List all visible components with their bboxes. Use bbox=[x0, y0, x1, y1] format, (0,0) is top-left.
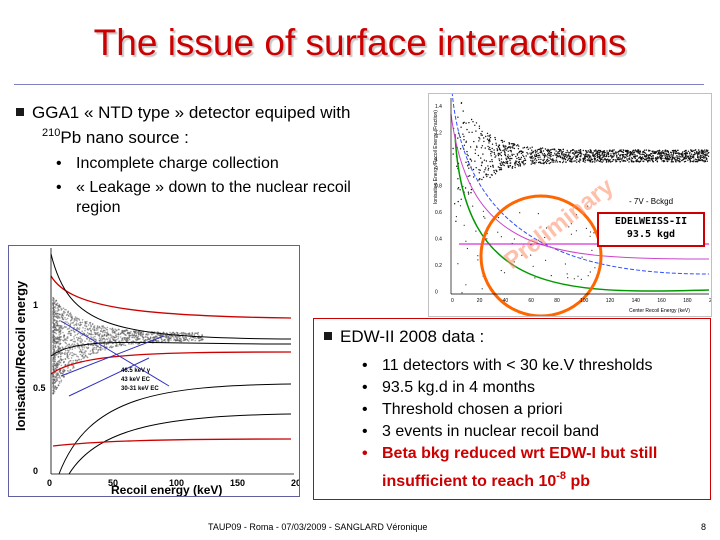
right-plot-xtick: 180 bbox=[683, 298, 692, 304]
edw-heading: EDW-II 2008 data : bbox=[340, 327, 485, 346]
sub-bullet-2-cont: region bbox=[76, 199, 121, 216]
top-bullet-line1: GGA1 « NTD type » detector equiped with bbox=[32, 103, 351, 122]
right-plot-ylabel: Ionisation Energy/Recoil Energy (Fractio… bbox=[433, 110, 439, 204]
left-plot-ytick: 1 bbox=[33, 300, 38, 310]
sub-bullet-2: « Leakage » down to the nuclear recoil bbox=[76, 179, 351, 196]
right-plot-xtick: 140 bbox=[632, 298, 641, 304]
right-plot-xtick: 60 bbox=[528, 298, 534, 304]
list-item: • 11 detectors with < 30 ke.V thresholds bbox=[362, 357, 653, 374]
top-bullet: GGA1 « NTD type » detector equiped with … bbox=[16, 103, 436, 218]
edw-panel: EDW-II 2008 data : • 11 detectors with < … bbox=[313, 318, 711, 500]
right-plot-scatter bbox=[452, 102, 710, 294]
edw-heading-row: EDW-II 2008 data : bbox=[324, 327, 484, 347]
footer-text: TAUP09 - Roma - 07/03/2009 - SANGLARD Vé… bbox=[208, 522, 428, 532]
list-item-highlight: • Beta bkg reduced wrt EDW-I but still ins… bbox=[362, 445, 658, 490]
left-plot-svg: 1 0.5 0 0 50 100 150 200 Ionisation/Recoil ene… bbox=[9, 246, 299, 496]
right-plot-ytick: 0.2 bbox=[435, 263, 442, 269]
left-plot-line-black-2 bbox=[50, 341, 292, 357]
right-plot-xtick: 160 bbox=[657, 298, 666, 304]
edelweiss-box-line1: EDELWEISS-II bbox=[614, 216, 688, 227]
sub-bullet-1: Incomplete charge collection bbox=[76, 155, 279, 172]
left-plot-blue-2 bbox=[60, 335, 165, 377]
title-divider bbox=[14, 84, 704, 85]
left-plot-line-black-1 bbox=[50, 253, 292, 340]
left-plot-band-red-low bbox=[52, 438, 292, 447]
left-plot-xtick: 0 bbox=[47, 478, 52, 488]
right-plot-xlabel: Center Recoil Energy (keV) bbox=[629, 308, 690, 314]
square-bullet-icon bbox=[16, 108, 24, 116]
left-plot-blue-1 bbox=[60, 320, 170, 387]
right-plot-svg: Preliminary 1.41.210.80.60.40.20 0 20 40 60… bbox=[429, 94, 711, 316]
left-plot-xtick: 200 bbox=[291, 478, 299, 488]
edelweiss-box-line2: 93.5 kgd bbox=[626, 229, 676, 240]
left-plot-xtick: 150 bbox=[230, 478, 245, 488]
right-plot-ytick: 1.4 bbox=[435, 104, 442, 110]
left-plot-band-red-top bbox=[50, 275, 292, 319]
right-plot-xtick: 20 bbox=[477, 298, 483, 304]
left-plot-label-ec43: 43 keV EC bbox=[121, 377, 151, 383]
right-plot-ytick: 0 bbox=[435, 290, 438, 296]
left-plot-line-black-4 bbox=[68, 413, 292, 475]
right-plot-ytick: 0.8 bbox=[435, 184, 442, 190]
page-number: 8 bbox=[700, 522, 706, 532]
right-plot-xtick: 100 bbox=[580, 298, 589, 304]
left-plot-xtick: 50 bbox=[108, 478, 118, 488]
left-plot-label-gamma: 46.5 keV γ bbox=[121, 368, 151, 374]
left-plot-band-red-mid bbox=[50, 351, 292, 375]
slide-title: The issue of surface interactions bbox=[93, 22, 627, 63]
left-plot-line-black-3 bbox=[58, 383, 292, 475]
right-plot-ytick: 0.6 bbox=[435, 210, 442, 216]
right-plot-ytick: 0.4 bbox=[435, 237, 442, 243]
left-plot-ylabel: Ionisation/Recoil energy bbox=[13, 280, 28, 431]
edw-list: • 11 detectors with < 30 ke.V thresholds … bbox=[360, 355, 700, 493]
right-plot-band-blue bbox=[451, 94, 710, 275]
right-plot-xtick: 80 bbox=[554, 298, 560, 304]
dot-bullet-icon: • bbox=[56, 179, 62, 196]
left-plot-xtick: 100 bbox=[169, 478, 184, 488]
highlight-circle bbox=[479, 194, 603, 316]
edelweiss-box: EDELWEISS-II 93.5 kgd bbox=[597, 212, 705, 247]
right-plot-legend: - 7V - Bckgd bbox=[629, 197, 673, 206]
right-plot-xtick: 40 bbox=[503, 298, 509, 304]
right-plot-xtick: 0 bbox=[451, 298, 454, 304]
left-plot-blue-3 bbox=[68, 357, 150, 397]
list-item: • Threshold chosen a priori bbox=[362, 401, 563, 418]
list-item: • 3 events in nuclear recoil band bbox=[362, 423, 600, 440]
superscript-210: 210 bbox=[42, 127, 61, 139]
right-plot-band-magenta bbox=[450, 113, 710, 260]
list-item: • 93.5 kg.d in 4 months bbox=[362, 379, 535, 396]
right-plot-xtick: 200 bbox=[709, 298, 711, 304]
left-plot-scatter bbox=[52, 296, 204, 395]
left-plot-ytick: 0.5 bbox=[33, 383, 46, 393]
right-plot-ytick: 1.2 bbox=[435, 131, 442, 137]
top-bullet-line2: Pb nano source : bbox=[60, 128, 189, 147]
left-plot: 1 0.5 0 0 50 100 150 200 Ionisation/Recoil ene… bbox=[8, 245, 300, 497]
square-bullet-icon bbox=[324, 332, 332, 340]
right-plot-xtick: 120 bbox=[606, 298, 615, 304]
left-plot-xlabel: Recoil energy (keV) bbox=[111, 483, 222, 496]
dot-bullet-icon: • bbox=[56, 155, 62, 172]
left-plot-label-ec30: 30-31 keV EC bbox=[121, 386, 159, 392]
left-plot-ytick: 0 bbox=[33, 466, 38, 476]
right-plot: Preliminary 1.4 1.2 1 0.8 0.6 0.4 0.2 0 0 20 40 60… bbox=[428, 93, 712, 317]
right-plot-ytick: 1 bbox=[435, 157, 438, 163]
right-plot-band-green bbox=[454, 133, 710, 292]
